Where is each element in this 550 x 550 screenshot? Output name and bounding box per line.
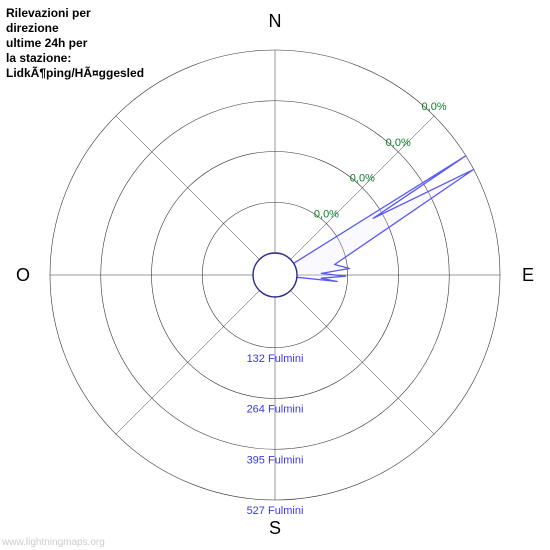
title-line: direzione	[6, 21, 59, 35]
cardinal-label: S	[269, 518, 281, 538]
title-line: la stazione:	[6, 51, 71, 65]
center-circle	[253, 253, 297, 297]
ring-pct-label: 0,0%	[350, 173, 375, 185]
title-line: ultime 24h per	[6, 36, 87, 50]
footer-credit: www.lightningmaps.org	[2, 537, 105, 548]
cardinal-label: O	[16, 265, 30, 285]
grid-spoke	[116, 116, 260, 260]
polar-chart: 0,0% 0,0% 0,0% 0,0% 132 Fulmini 264 Fulmini 39…	[0, 0, 550, 550]
title-line: Rilevazioni per	[6, 6, 91, 20]
ring-pct-label: 0,0%	[386, 137, 411, 149]
ring-pct-label: 0,0%	[314, 209, 339, 221]
ring-count-label: 132 Fulmini	[247, 353, 304, 365]
chart-title: Rilevazioni per direzione ultime 24h per…	[6, 6, 136, 81]
ring-count-label: 264 Fulmini	[247, 404, 304, 416]
cardinal-label: E	[522, 265, 534, 285]
grid-spoke	[291, 291, 435, 435]
cardinal-label: N	[269, 11, 282, 31]
title-line: LidkÃ¶ping/HÃ¤ggesled	[6, 66, 144, 80]
ring-count-label: 527 Fulmini	[247, 505, 304, 517]
grid-spoke	[116, 291, 260, 435]
ring-pct-label: 0,0%	[422, 101, 447, 113]
ring-count-label: 395 Fulmini	[247, 454, 304, 466]
